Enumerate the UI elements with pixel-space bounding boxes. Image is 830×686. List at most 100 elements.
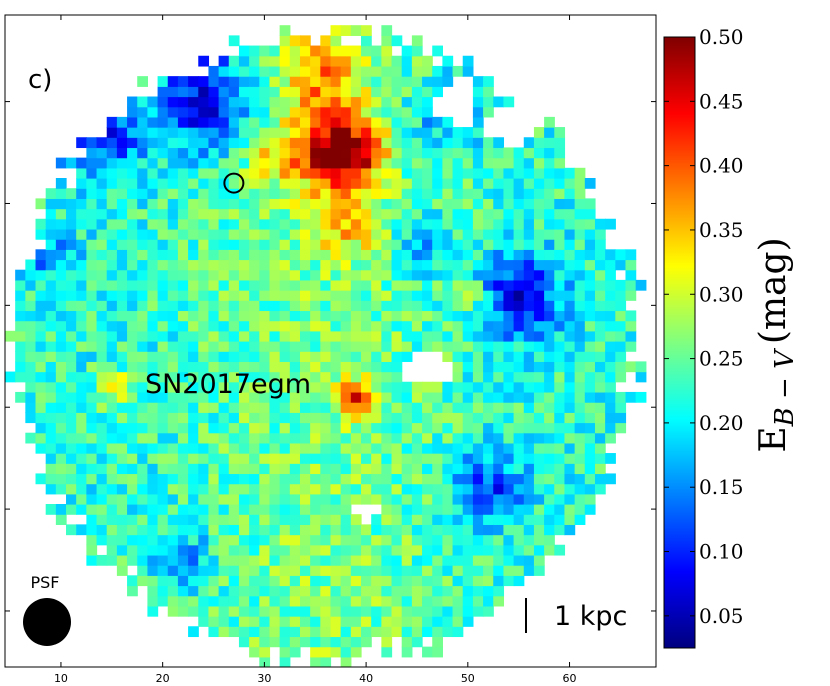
heatmap-cell <box>401 554 413 566</box>
heatmap-cell <box>371 55 382 67</box>
heatmap-cell <box>361 269 372 281</box>
heatmap-cell <box>259 616 271 627</box>
heatmap-cell <box>452 442 464 454</box>
heatmap-cell <box>188 554 199 566</box>
heatmap-cell <box>106 402 118 413</box>
heatmap-cell <box>442 55 454 67</box>
heatmap-cell <box>513 249 525 261</box>
heatmap-cell <box>15 371 26 383</box>
heatmap-cell <box>228 106 240 118</box>
heatmap-cell <box>157 402 169 413</box>
heatmap-cell <box>157 585 169 597</box>
heatmap-cell <box>208 96 220 108</box>
heatmap-cell <box>391 86 403 98</box>
heatmap-cell <box>279 483 291 495</box>
heatmap-cell <box>503 96 515 108</box>
heatmap-cell <box>157 534 169 546</box>
heatmap-cell <box>330 259 342 271</box>
heatmap-cell <box>218 391 230 403</box>
heatmap-cell <box>147 432 159 444</box>
heatmap-cell <box>371 463 382 475</box>
heatmap-cell <box>411 178 423 189</box>
heatmap-cell <box>167 127 179 138</box>
heatmap-cell <box>371 483 382 495</box>
heatmap-cell <box>198 402 210 413</box>
heatmap-cell <box>269 514 281 525</box>
heatmap-cell <box>269 116 281 128</box>
heatmap-cell <box>198 269 210 281</box>
heatmap-cell <box>381 432 393 444</box>
heatmap-cell <box>167 565 179 576</box>
heatmap-cell <box>340 116 352 128</box>
heatmap-cell <box>523 463 535 475</box>
heatmap-cell <box>401 483 413 495</box>
heatmap-cell <box>503 412 515 424</box>
heatmap-cell <box>177 259 189 271</box>
heatmap-cell <box>452 269 464 281</box>
heatmap-cell <box>167 585 179 597</box>
heatmap-cell <box>564 198 576 210</box>
heatmap-cell <box>564 371 576 383</box>
heatmap-cell <box>106 259 118 271</box>
heatmap-cell <box>147 147 159 159</box>
heatmap-cell <box>523 565 535 576</box>
heatmap-cell <box>269 218 281 230</box>
heatmap-cell <box>371 442 382 454</box>
heatmap-cell <box>411 218 423 230</box>
heatmap-cell <box>177 483 189 495</box>
heatmap-cell <box>55 371 67 383</box>
heatmap-cell <box>208 351 220 362</box>
heatmap-cell <box>483 300 494 312</box>
heatmap-cell <box>564 412 576 424</box>
heatmap-cell <box>86 432 98 444</box>
heatmap-cell <box>167 137 179 149</box>
heatmap-cell <box>76 167 87 179</box>
heatmap-cell <box>401 453 413 464</box>
x-tick-label: 40 <box>359 672 373 685</box>
heatmap-cell <box>605 290 616 301</box>
heatmap-cell <box>310 504 321 515</box>
heatmap-cell <box>86 391 98 403</box>
heatmap-cell <box>198 198 210 210</box>
heatmap-cell <box>218 493 230 505</box>
heatmap-cell <box>320 656 332 667</box>
heatmap-cell <box>493 188 505 199</box>
heatmap-cell <box>452 218 464 230</box>
heatmap-cell <box>198 351 210 362</box>
heatmap-cell <box>289 259 301 271</box>
heatmap-cell <box>208 208 220 220</box>
heatmap-cell <box>432 259 443 271</box>
heatmap-cell <box>401 147 413 159</box>
heatmap-cell <box>127 147 138 159</box>
heatmap-cell <box>208 65 220 77</box>
heatmap-cell <box>350 259 362 271</box>
heatmap-cell <box>371 534 382 546</box>
heatmap-cell <box>361 351 372 362</box>
heatmap-cell <box>25 412 37 424</box>
heatmap-cell <box>55 269 67 281</box>
heatmap-cell <box>493 422 505 434</box>
heatmap-cell <box>625 290 637 301</box>
heatmap-cell <box>493 432 505 444</box>
heatmap-cell <box>320 636 332 648</box>
heatmap-cell <box>249 646 260 658</box>
heatmap-cell <box>320 391 332 403</box>
heatmap-cell <box>86 554 98 566</box>
heatmap-cell <box>45 422 57 434</box>
heatmap-cell <box>625 320 637 332</box>
heatmap-cell <box>127 137 138 149</box>
heatmap-cell <box>422 544 433 556</box>
heatmap-cell <box>249 320 260 332</box>
heatmap-cell <box>584 442 596 454</box>
heatmap-cell <box>371 391 382 403</box>
heatmap-cell <box>279 361 291 373</box>
colorbar-tick-label: 0.25 <box>699 347 744 371</box>
heatmap-cell <box>310 616 321 627</box>
heatmap-cell <box>483 554 494 566</box>
heatmap-cell <box>371 341 382 352</box>
heatmap-cell <box>259 188 271 199</box>
heatmap-cell <box>66 330 77 342</box>
heatmap-cell <box>533 514 545 525</box>
heatmap-cell <box>147 565 159 576</box>
heatmap-cell <box>503 208 515 220</box>
